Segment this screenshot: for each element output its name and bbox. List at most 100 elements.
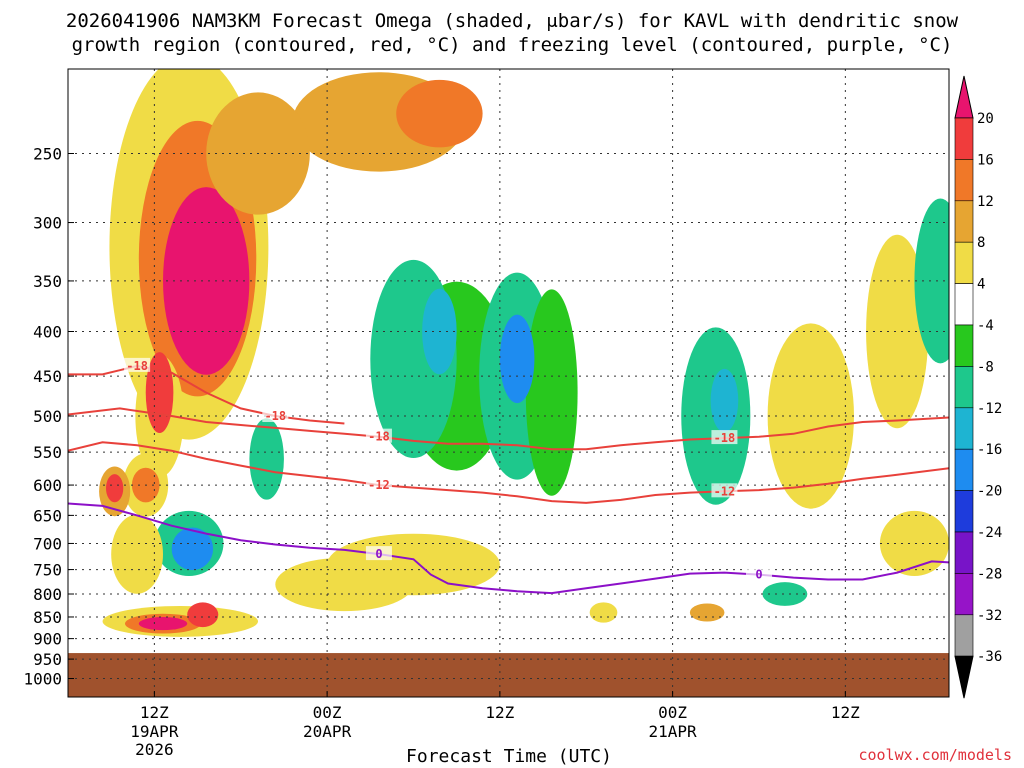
colorbar-swatch-12 — [954, 573, 974, 616]
colorbar-label-5: -4 — [977, 318, 994, 334]
omega-cell-33 — [138, 617, 188, 631]
colorbar-swatch-2 — [954, 159, 974, 202]
y-tick-label-550: 550 — [33, 443, 62, 462]
colorbar-top-arrow — [954, 75, 974, 119]
y-tick-label-450: 450 — [33, 367, 62, 386]
contour-label-3-0: 0 — [375, 547, 382, 561]
contour-line-1 — [68, 407, 949, 451]
colorbar-swatch-4 — [954, 241, 974, 284]
x-tick-label-1: 00Z — [313, 703, 342, 722]
y-axis-pressure: 250 300 350 400 450 500 550 600 650 700 750 800 850 9… — [23, 145, 74, 689]
x-tick-year-0: 2026 — [135, 740, 174, 759]
colorbar-swatch-6 — [954, 324, 974, 367]
contour-label-bg-0-1 — [711, 483, 738, 498]
omega-cell-10 — [525, 289, 578, 496]
y-tick-label-250: 250 — [33, 145, 62, 164]
y-tick-label-1000: 1000 — [23, 670, 62, 689]
omega-cell-29 — [762, 582, 808, 606]
omega-cell-11 — [866, 234, 929, 429]
contour-label-bg-0-0 — [365, 477, 392, 492]
colorbar-label-0: 20 — [977, 111, 994, 127]
colorbar-swatch-9 — [954, 448, 974, 491]
y-tick-label-700: 700 — [33, 534, 62, 553]
colorbar-swatch-11 — [954, 531, 974, 574]
omega-cell-9 — [163, 187, 250, 375]
colorbar-label-1: 16 — [977, 152, 994, 168]
x-tick-label-0: 12Z — [140, 703, 169, 722]
contour-label-0-0: -12 — [368, 478, 390, 492]
omega-shading — [99, 69, 949, 637]
omega-cell-36 — [106, 474, 124, 503]
colorbar-label-10: -24 — [977, 525, 1002, 541]
x-tick-label-2: 12Z — [485, 703, 514, 722]
x-tick-label-3: 00Z — [658, 703, 687, 722]
omega-cell-8 — [275, 557, 414, 612]
contour-line-3 — [68, 502, 949, 595]
omega-cell-34 — [689, 603, 725, 622]
colorbar-label-6: -8 — [977, 359, 994, 375]
contour-label-bg-1-0 — [365, 428, 392, 443]
colorbar-swatch-8 — [954, 407, 974, 450]
omega-cell-35 — [589, 602, 618, 623]
y-tick-label-750: 750 — [33, 561, 62, 580]
colorbar-label-7: -12 — [977, 401, 1002, 417]
contour-label-bg-3-0 — [365, 546, 392, 561]
omega-cell-21 — [249, 418, 284, 500]
omega-colorbar: 20 16 12 8 4 -4 -8 -12 -16 -20 -24 -28 -32 -36 — [954, 75, 1002, 699]
y-tick-label-850: 850 — [33, 608, 62, 627]
colorbar-label-3: 8 — [977, 235, 985, 251]
colorbar-label-2: 12 — [977, 194, 994, 210]
omega-cell-25 — [171, 527, 214, 571]
x-tick-date-1: 20APR — [303, 722, 352, 741]
y-tick-label-350: 350 — [33, 272, 62, 291]
chart-title-line-1: 2026041906 NAM3KM Forecast Omega (shaded… — [66, 10, 959, 32]
colorbar-bottom-arrow — [954, 655, 974, 699]
y-tick-label-600: 600 — [33, 476, 62, 495]
colorbar-label-4: 4 — [977, 277, 985, 293]
contour-label-bg-1-1 — [711, 430, 738, 445]
colorbar-swatch-3 — [954, 200, 974, 243]
contour-label-1-1: -18 — [714, 431, 736, 445]
omega-cell-23 — [499, 314, 535, 404]
colorbar-label-8: -16 — [977, 442, 1002, 458]
contour-label-0-1: -12 — [714, 484, 736, 498]
y-tick-label-400: 400 — [33, 323, 62, 342]
omega-cell-18 — [111, 514, 164, 594]
contour-label-bg-2-0 — [124, 357, 151, 372]
contour-line-0 — [68, 441, 949, 504]
contour-label-1-0: -18 — [368, 430, 390, 444]
contour-label-bg-3-1 — [745, 566, 772, 581]
ground-below-surface — [68, 653, 949, 697]
colorbar-label-12: -32 — [977, 608, 1002, 624]
plot-area: -12 -12 -18 -18 -18 -18 0 0 — [67, 68, 950, 698]
colorbar-swatch-7 — [954, 366, 974, 409]
contour-lines: -12 -12 -18 -18 -18 -18 0 0 — [68, 357, 949, 595]
omega-cell-22 — [396, 79, 483, 148]
omega-cell-16 — [879, 510, 949, 576]
x-tick-date-3: 21APR — [649, 722, 698, 741]
y-tick-label-900: 900 — [33, 630, 62, 649]
omega-cell-31 — [187, 602, 219, 628]
colorbar-label-11: -28 — [977, 566, 1002, 582]
contour-line-2 — [68, 364, 345, 425]
contour-label-2-1: -18 — [264, 409, 286, 423]
omega-cell-30 — [710, 368, 739, 433]
colorbar-swatch-5 — [954, 283, 974, 326]
chart-title-line-2: growth region (contoured, red, °C) and f… — [72, 34, 953, 56]
colorbar-label-9: -20 — [977, 484, 1002, 500]
x-tick-date-0: 19APR — [130, 722, 179, 741]
plot-frame — [67, 68, 950, 698]
colorbar-swatch-1 — [954, 117, 974, 160]
y-tick-label-650: 650 — [33, 506, 62, 525]
y-tick-label-300: 300 — [33, 214, 62, 233]
contour-label-3-1: 0 — [755, 568, 762, 582]
x-axis-label: Forecast Time (UTC) — [406, 746, 612, 767]
omega-cell-17 — [914, 198, 949, 364]
colorbar-swatch-10 — [954, 490, 974, 533]
contour-label-bg-2-1 — [262, 408, 289, 423]
colorbar-label-13: -36 — [977, 649, 1002, 665]
y-tick-label-800: 800 — [33, 585, 62, 604]
colorbar-swatch-13 — [954, 614, 974, 657]
